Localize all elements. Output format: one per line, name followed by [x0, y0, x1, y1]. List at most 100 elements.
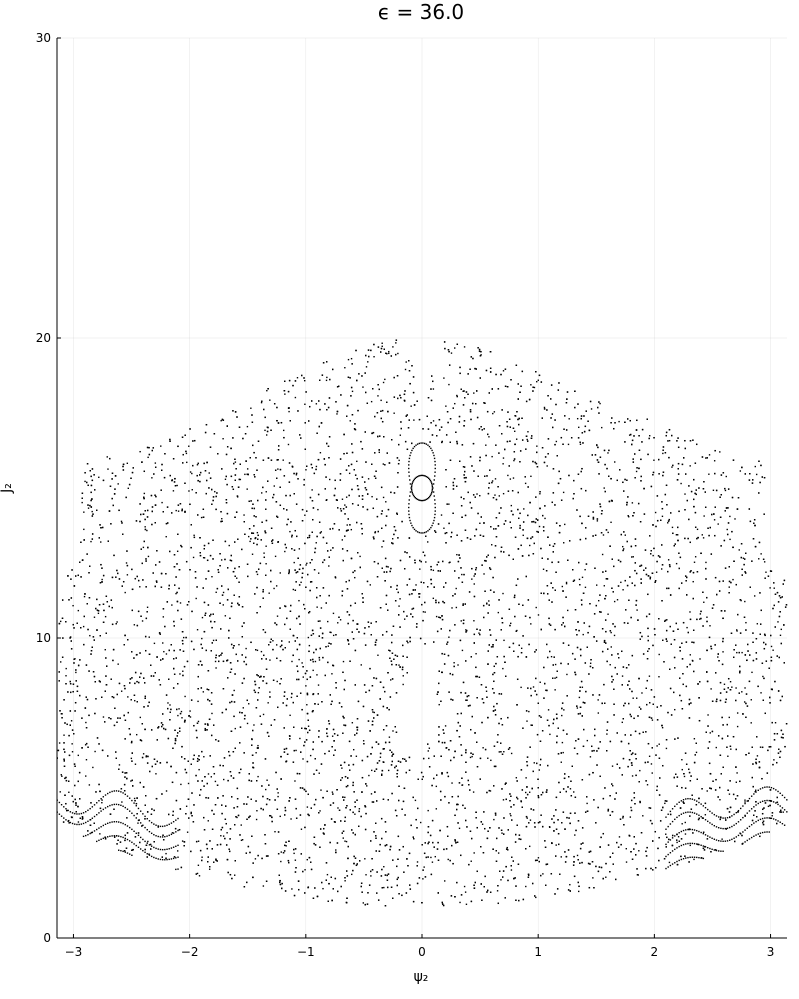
sea-point — [520, 686, 522, 689]
sea-point — [525, 885, 527, 888]
sea-point — [398, 459, 400, 462]
sea-point — [597, 712, 600, 714]
sea-point — [294, 396, 297, 399]
sea-point — [305, 564, 307, 566]
sea-point — [689, 654, 691, 656]
sea-point — [248, 703, 250, 705]
sea-point — [301, 662, 303, 664]
sea-point — [422, 611, 425, 613]
sea-point — [284, 550, 286, 553]
sea-point — [427, 750, 429, 752]
sea-point — [273, 485, 275, 487]
sea-point — [70, 720, 73, 722]
sea-point — [724, 489, 727, 492]
sea-point — [139, 716, 142, 719]
sea-point — [410, 405, 412, 407]
sea-point — [447, 858, 449, 861]
sea-point — [562, 491, 565, 494]
sea-point — [250, 407, 252, 409]
sea-point — [272, 640, 274, 642]
sea-point — [208, 472, 210, 474]
sea-point — [755, 473, 758, 476]
sea-point — [728, 793, 731, 795]
sea-point — [779, 634, 782, 637]
sea-point — [432, 569, 435, 572]
sea-point — [660, 568, 663, 570]
sea-point — [380, 399, 382, 402]
sea-point — [561, 714, 563, 717]
sea-point — [561, 741, 564, 744]
sea-point — [139, 586, 141, 588]
sea-point — [223, 778, 225, 781]
sea-point — [207, 820, 209, 822]
sea-point — [491, 544, 493, 546]
sea-point — [331, 791, 334, 793]
sea-point — [503, 639, 505, 642]
sea-point — [568, 418, 570, 420]
sea-point — [276, 615, 279, 617]
sea-point — [88, 784, 91, 786]
sea-point — [220, 419, 222, 422]
sea-point — [342, 660, 345, 663]
sea-point — [605, 876, 607, 878]
sea-point — [161, 501, 163, 504]
sea-point — [494, 494, 496, 496]
sea-point — [249, 540, 251, 543]
sea-point — [312, 661, 314, 663]
sea-point — [201, 616, 204, 619]
sea-point — [751, 671, 753, 674]
sea-point — [351, 873, 353, 876]
sea-point — [293, 561, 295, 564]
sea-point — [311, 489, 313, 491]
sea-point — [498, 495, 500, 497]
sea-point — [239, 478, 242, 481]
sea-point — [269, 659, 271, 661]
sea-point — [246, 425, 249, 428]
sea-point — [107, 468, 109, 470]
sea-point — [308, 536, 311, 539]
sea-point — [197, 720, 200, 723]
sea-point — [735, 781, 738, 783]
sea-point — [734, 518, 736, 520]
sea-point — [256, 810, 258, 812]
sea-point — [265, 434, 268, 436]
sea-point — [327, 620, 329, 623]
sea-point — [318, 772, 320, 774]
sea-point — [648, 675, 651, 677]
sea-point — [143, 492, 146, 495]
sea-point — [382, 463, 385, 465]
sea-point — [742, 557, 745, 559]
sea-point — [430, 856, 432, 859]
sea-point — [202, 691, 205, 693]
sea-point — [526, 438, 528, 441]
sea-point — [298, 599, 300, 602]
sea-point — [121, 801, 123, 803]
sea-point — [721, 838, 723, 840]
sea-point — [89, 634, 91, 637]
sea-point — [510, 752, 513, 755]
sea-point — [332, 612, 335, 615]
sea-point — [758, 558, 760, 560]
sea-point — [346, 524, 348, 526]
sea-point — [277, 468, 279, 470]
sea-point — [388, 350, 390, 353]
sea-point — [625, 861, 628, 863]
sea-point — [632, 556, 634, 558]
sea-point — [621, 721, 623, 724]
sea-point — [222, 835, 225, 837]
sea-point — [526, 817, 528, 819]
sea-point — [352, 748, 355, 751]
sea-point — [456, 553, 458, 556]
sea-point — [165, 790, 168, 792]
sea-point — [256, 573, 259, 576]
sea-point — [165, 852, 167, 855]
sea-point — [730, 748, 732, 750]
sea-point — [671, 466, 673, 468]
sea-point — [650, 763, 653, 765]
sea-point — [135, 733, 138, 736]
sea-point — [320, 789, 322, 791]
sea-point — [514, 430, 516, 433]
sea-point — [618, 836, 621, 838]
sea-point — [443, 527, 445, 529]
sea-point — [485, 444, 487, 446]
